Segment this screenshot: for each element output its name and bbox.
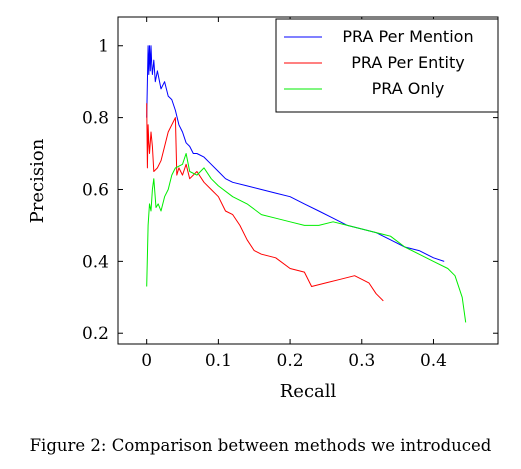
series-line-3 — [146, 153, 467, 323]
series-layer — [146, 45, 467, 323]
series-line-2 — [146, 103, 384, 302]
y-tick-label: 0.2 — [82, 324, 109, 344]
plot-frame — [117, 16, 499, 345]
ticks-layer: 0 0.1 0.2 0.3 0.4 0.2 0.4 0.6 0.8 1 — [82, 17, 498, 371]
legend-label-2: PRA Per Entity — [351, 53, 464, 72]
x-tick-label: 0 — [141, 351, 152, 371]
x-axis-title: Recall — [280, 381, 337, 402]
figure-caption: Figure 2: Comparison between methods we … — [29, 436, 492, 455]
precision-recall-chart: 0 0.1 0.2 0.3 0.4 0.2 0.4 0.6 0.8 1 PRA Per Menti… — [27, 16, 499, 402]
legend-label-1: PRA Per Mention — [342, 27, 473, 46]
y-tick-label: 0.8 — [82, 109, 109, 129]
y-axis-title: Precision — [27, 138, 48, 223]
x-tick-label: 0.3 — [348, 351, 375, 371]
x-tick-label: 0.2 — [277, 351, 304, 371]
x-tick-label: 0.1 — [205, 351, 232, 371]
y-tick-label: 0.4 — [82, 252, 109, 272]
legend-box — [275, 18, 499, 113]
legend-label-3: PRA Only — [372, 79, 445, 98]
x-tick-label: 0.4 — [420, 351, 447, 371]
y-tick-label: 1 — [98, 37, 109, 57]
y-tick-label: 0.6 — [82, 180, 109, 200]
legend: PRA Per Mention PRA Per Entity PRA Only — [275, 18, 499, 113]
